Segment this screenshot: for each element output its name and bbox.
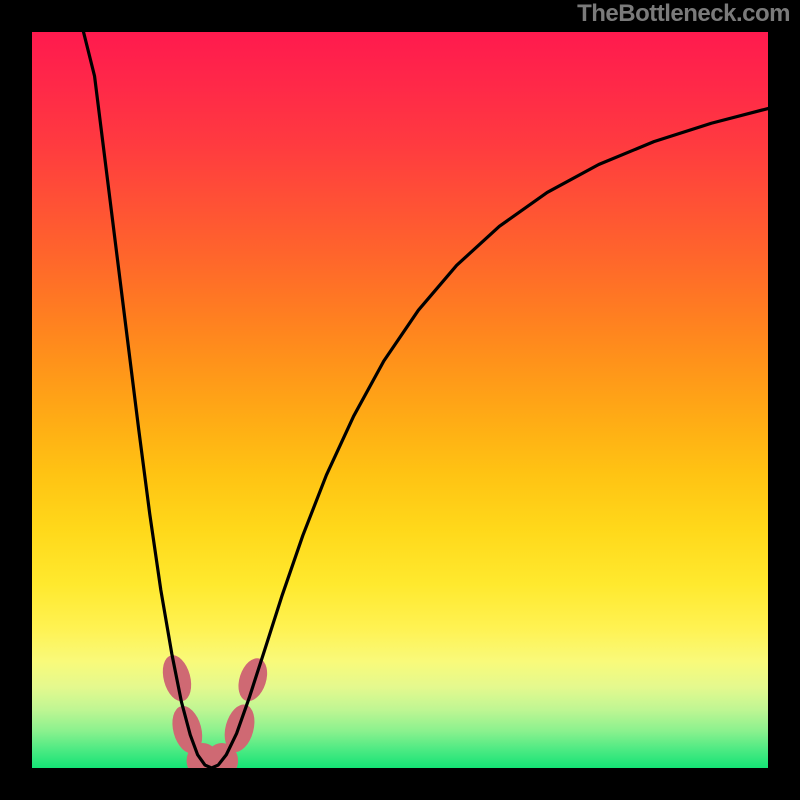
watermark-text: TheBottleneck.com — [577, 0, 790, 28]
plot-area — [32, 32, 768, 768]
gradient-background — [32, 32, 768, 768]
figure-root: TheBottleneck.com — [0, 0, 800, 800]
plot-svg — [32, 32, 768, 768]
